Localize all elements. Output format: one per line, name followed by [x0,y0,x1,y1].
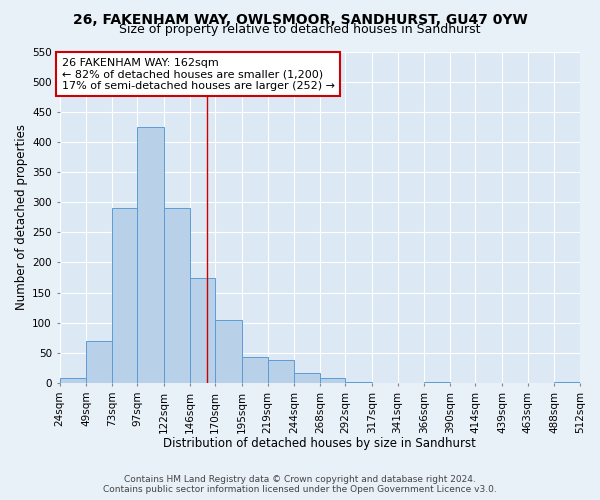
Text: 26, FAKENHAM WAY, OWLSMOOR, SANDHURST, GU47 0YW: 26, FAKENHAM WAY, OWLSMOOR, SANDHURST, G… [73,12,527,26]
Bar [346,382,372,383]
Bar [86,341,112,383]
Bar [242,357,268,383]
X-axis label: Distribution of detached houses by size in Sandhurst: Distribution of detached houses by size … [163,437,476,450]
Text: 26 FAKENHAM WAY: 162sqm
← 82% of detached houses are smaller (1,200)
17% of semi: 26 FAKENHAM WAY: 162sqm ← 82% of detache… [62,58,335,90]
Bar [268,360,294,383]
Text: Size of property relative to detached houses in Sandhurst: Size of property relative to detached ho… [119,22,481,36]
Bar [294,373,320,383]
Y-axis label: Number of detached properties: Number of detached properties [15,124,28,310]
Bar [112,208,137,383]
Bar [320,378,346,383]
Bar [164,208,190,383]
Bar [215,320,242,383]
Bar [424,382,450,383]
Bar [554,382,580,383]
Bar [190,278,215,383]
Bar [137,127,164,383]
Text: Contains HM Land Registry data © Crown copyright and database right 2024.
Contai: Contains HM Land Registry data © Crown c… [103,474,497,494]
Bar [59,378,86,383]
